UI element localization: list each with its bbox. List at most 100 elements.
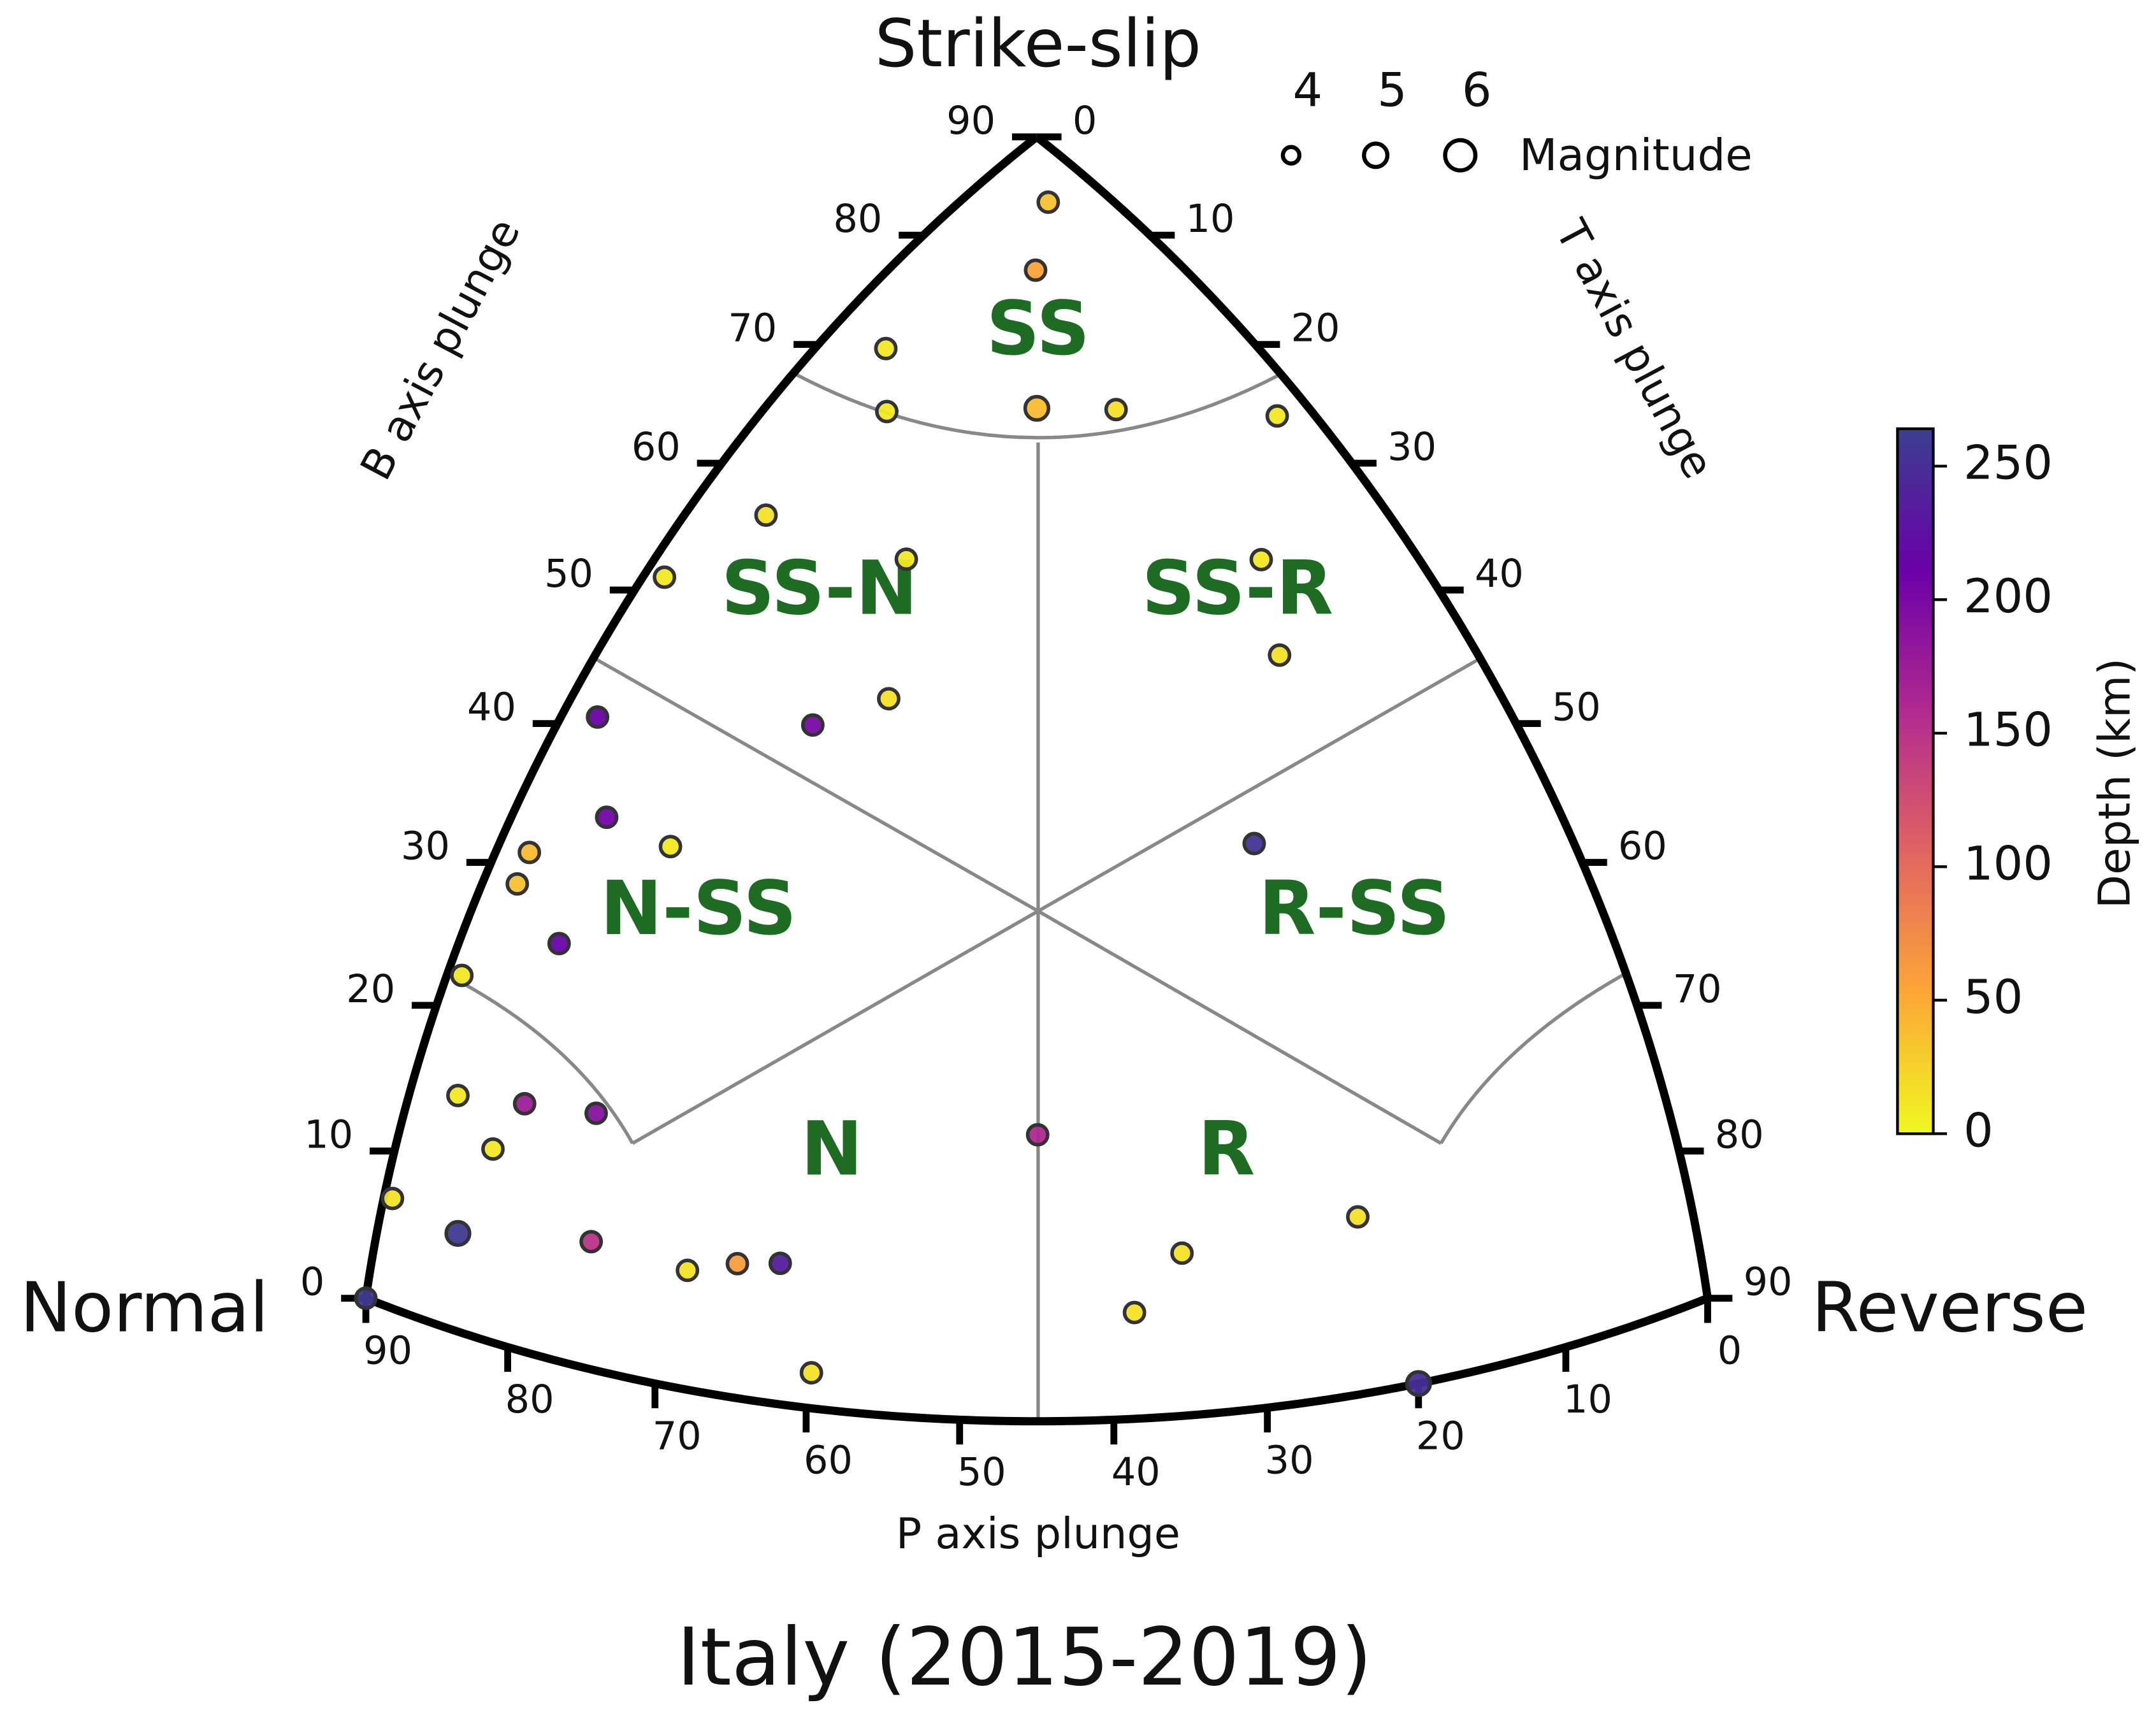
chart-title: Italy (2015-2019) (677, 1611, 1372, 1704)
tick-label: 20 (1416, 1414, 1465, 1458)
event-point (1036, 190, 1060, 214)
tick-label: 60 (632, 425, 681, 470)
event-point (1268, 643, 1292, 667)
event-point (1170, 1241, 1194, 1265)
tick-label: 30 (1387, 425, 1436, 470)
tick-label: 90 (1744, 1260, 1793, 1305)
event-point (517, 840, 542, 865)
r-boundary (1439, 971, 1628, 1144)
event-point (446, 1083, 470, 1107)
vertex-label: Reverse (1812, 1269, 2088, 1348)
event-point (380, 1186, 405, 1211)
size-legend-marker (1280, 145, 1302, 166)
event-point (481, 1137, 505, 1161)
tick-label: 90 (363, 1328, 412, 1373)
event-point (875, 399, 899, 424)
colorbar-tick-label: 50 (1964, 970, 2023, 1025)
tick-label: 10 (1563, 1377, 1612, 1422)
event-point (1405, 1370, 1432, 1397)
event-point (450, 963, 474, 988)
event-point (725, 1251, 749, 1276)
region-label: SS-R (1141, 546, 1333, 632)
event-point (1024, 258, 1048, 282)
event-point (768, 1251, 792, 1276)
event-point (1242, 831, 1266, 856)
tick-label: 80 (833, 197, 882, 241)
colorbar-tick-label: 250 (1964, 436, 2053, 491)
size-legend-title: Magnitude (1519, 130, 1753, 181)
event-point (799, 1361, 823, 1385)
region-label: R-SS (1259, 866, 1451, 952)
tick-label: 90 (946, 99, 995, 143)
tick-label: 40 (467, 686, 516, 730)
tick-label: 0 (1073, 99, 1097, 143)
event-point (579, 1230, 604, 1254)
event-point (1025, 1123, 1050, 1147)
tick-label: 10 (304, 1113, 353, 1158)
event-point (877, 687, 901, 711)
colorbar-tick-label: 200 (1964, 570, 2053, 624)
event-point (1265, 404, 1289, 428)
size-legend-label: 4 (1292, 64, 1322, 118)
tick-label: 20 (346, 967, 395, 1012)
event-point (584, 1101, 608, 1125)
colorbar (1896, 427, 1935, 1135)
event-point (1249, 547, 1273, 572)
tick-label: 70 (653, 1414, 702, 1458)
event-point (676, 1258, 700, 1283)
region-label: SS-N (721, 546, 918, 632)
tick-label: 0 (300, 1260, 324, 1305)
tick-label: 20 (1291, 306, 1340, 351)
size-legend-marker (1362, 141, 1390, 169)
axis-label: T axis plunge (1545, 212, 1723, 487)
n-boundary (452, 977, 634, 1144)
event-point (658, 835, 683, 859)
class-boundaries (452, 372, 1628, 1420)
region-label: N-SS (600, 866, 797, 952)
event-point (595, 805, 619, 830)
tick-label: 10 (1186, 197, 1235, 241)
size-legend-label: 6 (1462, 64, 1492, 118)
event-point (444, 1219, 472, 1248)
tick-label: 50 (544, 552, 593, 596)
vertex-label: Normal (20, 1269, 268, 1348)
axis-label: P axis plunge (896, 1509, 1180, 1558)
colorbar-tick-label: 0 (1964, 1104, 1993, 1158)
event-point (1023, 394, 1051, 422)
tick-label: 60 (804, 1438, 853, 1483)
tick-label: 40 (1475, 552, 1524, 596)
event-point (505, 872, 530, 896)
tick-label: 40 (1111, 1450, 1161, 1495)
axis-label: B axis plunge (351, 210, 530, 487)
tick-label: 50 (957, 1450, 1006, 1495)
region-label: SS (987, 286, 1090, 372)
region-label: R (1198, 1106, 1255, 1192)
event-point (354, 1286, 378, 1311)
tick-label: 70 (728, 306, 777, 351)
colorbar-label: Depth (km) (2090, 658, 2141, 909)
tick-label: 30 (401, 824, 450, 869)
colorbar-tick-label: 100 (1964, 837, 2053, 891)
tick-label: 60 (1618, 824, 1667, 869)
tick-label: 70 (1673, 967, 1722, 1012)
tick-label: 0 (1718, 1328, 1742, 1373)
event-point (1104, 398, 1128, 422)
sector-lines (596, 442, 1479, 1420)
event-point (754, 503, 778, 528)
event-point (894, 547, 918, 572)
colorbar-tick-label: 150 (1964, 703, 2053, 758)
tick-label: 50 (1552, 686, 1601, 730)
event-point (874, 336, 898, 361)
tick-label: 80 (1715, 1113, 1764, 1158)
event-point (800, 713, 825, 737)
ss-boundary (793, 372, 1283, 440)
event-point (1346, 1205, 1370, 1229)
event-point (586, 705, 610, 729)
triangle-edge (361, 133, 1039, 1299)
event-point (1122, 1300, 1147, 1325)
tick-label: 30 (1265, 1438, 1314, 1483)
triangle-edge (1034, 133, 1712, 1299)
size-legend-label: 5 (1377, 64, 1407, 118)
